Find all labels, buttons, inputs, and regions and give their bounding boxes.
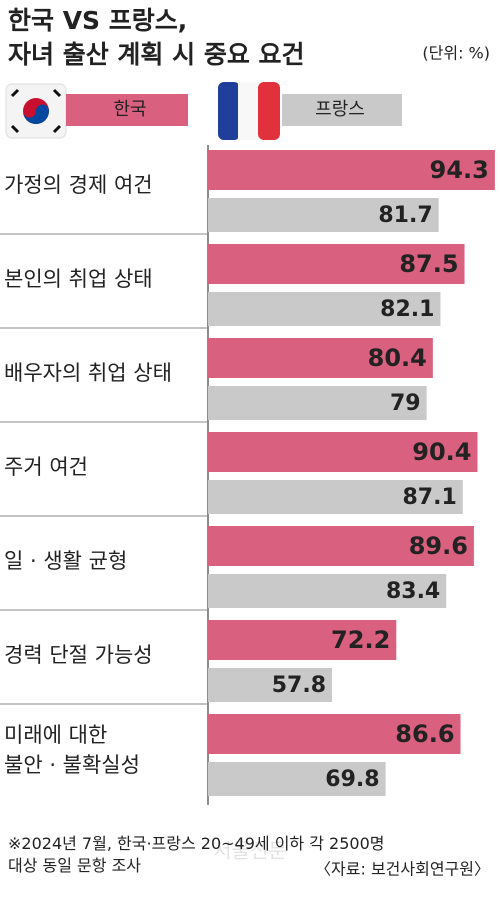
bar: [208, 292, 441, 326]
value-label: 72.2: [331, 626, 390, 654]
bar: [208, 150, 495, 190]
france-flag: [218, 82, 280, 140]
bar: [208, 338, 433, 378]
note: ※2024년 7월, 한국·프랑스 20~49세 이하 각 2500명 대상 동일…: [8, 834, 384, 875]
value-label: 69.8: [325, 767, 379, 792]
value-label: 81.7: [378, 203, 432, 228]
value-label: 79: [390, 391, 421, 416]
value-label: 90.4: [412, 438, 471, 466]
category-label: 배우자의 취업 상태: [4, 361, 172, 385]
legend-swatch: [66, 94, 188, 126]
category-label: 일 · 생활 균형: [4, 549, 127, 573]
bar: [208, 668, 333, 702]
category-label: 주거 여건: [4, 455, 88, 479]
chart-title: 한국 VS 프랑스, 자녀 출산 계획 시 중요 요건: [8, 6, 305, 69]
source: 〈자료: 보건사회연구원〉: [315, 860, 490, 879]
bar: [208, 244, 465, 284]
value-label: 87.1: [402, 485, 456, 510]
legend-label: 한국: [113, 99, 146, 120]
value-label: 87.5: [399, 250, 458, 278]
korea-flag: [5, 83, 67, 139]
bar: [208, 574, 447, 608]
bar: [208, 714, 461, 754]
value-label: 82.1: [380, 297, 434, 322]
value-label: 86.6: [395, 720, 454, 748]
bar: [208, 386, 427, 420]
category-label: 가정의 경제 여건: [4, 173, 153, 197]
value-label: 83.4: [386, 579, 440, 604]
category-label: 경력 단절 가능성: [4, 643, 153, 667]
value-label: 94.3: [430, 156, 489, 184]
bar: [208, 432, 478, 472]
value-label: 80.4: [368, 344, 427, 372]
bar: [208, 620, 397, 660]
value-label: 57.8: [272, 673, 326, 698]
category-label: 미래에 대한 불안 · 불확실성: [4, 723, 140, 777]
watermark: 서울신문: [213, 839, 287, 863]
bar: [208, 198, 439, 232]
category-label: 본인의 취업 상태: [4, 267, 153, 291]
unit-label: (단위: %): [422, 44, 490, 63]
bar: [208, 526, 474, 566]
bar: [208, 762, 386, 796]
legend-swatch: [282, 94, 402, 126]
legend-label: 프랑스: [315, 99, 365, 120]
bar: [208, 480, 463, 514]
value-label: 89.6: [409, 532, 468, 560]
